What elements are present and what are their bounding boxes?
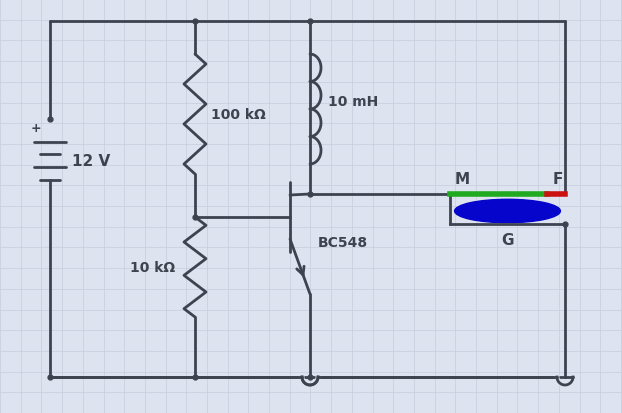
Text: 12 V: 12 V [72, 154, 110, 169]
Text: 10 kΩ: 10 kΩ [130, 260, 175, 274]
Text: BC548: BC548 [318, 235, 368, 249]
Text: +: + [30, 122, 41, 135]
Ellipse shape [455, 200, 560, 223]
Text: G: G [502, 233, 514, 247]
Text: 100 kΩ: 100 kΩ [211, 108, 266, 122]
Text: 10 mH: 10 mH [328, 95, 378, 109]
Text: M: M [455, 171, 470, 187]
Text: F: F [552, 171, 563, 187]
